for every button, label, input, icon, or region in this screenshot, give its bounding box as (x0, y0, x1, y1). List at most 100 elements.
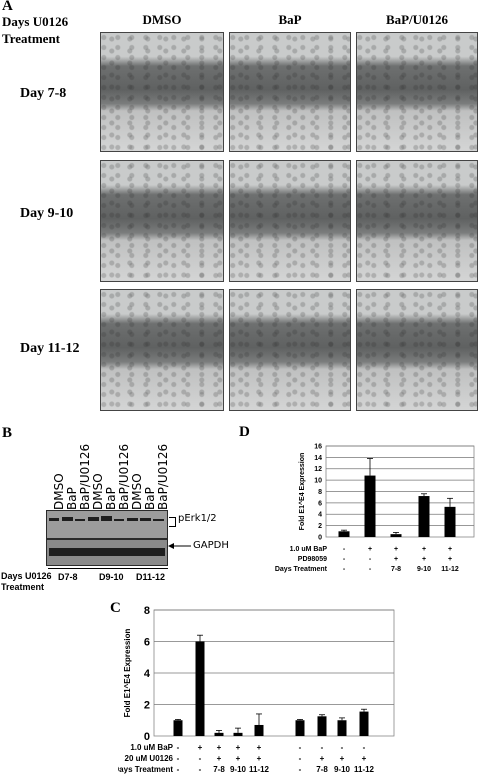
y-tick-label: 12 (314, 466, 322, 473)
treatment-cell: - (299, 765, 302, 774)
bar (317, 716, 327, 736)
treatment-cell: - (369, 566, 372, 573)
perk-bracket (169, 517, 176, 527)
panel-c-letter: C (110, 600, 121, 616)
bar (390, 534, 402, 537)
perk-band (153, 519, 164, 521)
y-axis-label: Fold E1^E4 Expression (123, 629, 132, 718)
treatment-cell: + (394, 546, 398, 553)
y-tick-label: 0 (144, 731, 150, 743)
treatment-cell: - (343, 546, 346, 553)
y-tick-label: 10 (314, 478, 322, 485)
y-tick-label: 6 (144, 636, 150, 648)
micrograph-dmso-day-11-12 (100, 289, 224, 411)
treatment-cell: 11-12 (249, 765, 270, 774)
row-label-day-7-8: Day 7-8 (20, 86, 67, 101)
panel-d-letter: D (239, 424, 250, 440)
treatment-cell: + (257, 743, 262, 752)
treatment-cell: 7-8 (213, 765, 225, 774)
treatment-cell: - (343, 566, 346, 573)
treatment-cell: 11-12 (354, 765, 375, 774)
treatment-cell: + (236, 743, 241, 752)
lane-label: BaP/U0126 (117, 443, 131, 510)
bar (195, 641, 205, 736)
panel-a-corner-label-2: Treatment (2, 31, 60, 46)
micrograph-bap-u0126-day-9-10 (356, 160, 478, 282)
treatment-cell: + (448, 546, 452, 553)
y-tick-label: 2 (144, 699, 150, 711)
treatment-cell: + (422, 556, 426, 563)
y-tick-label: 8 (318, 489, 322, 496)
treatment-cell: + (257, 754, 262, 763)
treatment-row-label: 20 uM U0126 (125, 754, 174, 763)
lane-label: BaP (65, 487, 79, 510)
treatment-cell: + (236, 754, 241, 763)
treatment-cell: 9-10 (334, 765, 351, 774)
band-label-perk: pErk1/2 (178, 513, 217, 524)
perk-band (140, 518, 151, 521)
band-label-gapdh: GAPDH (193, 540, 229, 551)
y-tick-label: 4 (144, 668, 151, 680)
blot-days-label-1: Days U0126 (1, 571, 52, 581)
lane-label: BaP (104, 487, 118, 510)
perk-band (127, 518, 138, 521)
micrograph-bap-day-9-10 (229, 160, 351, 282)
lane-label: DMSO (52, 473, 66, 510)
treatment-cell: 11-12 (441, 566, 459, 573)
y-tick-label: 16 (314, 443, 322, 450)
lane-label: BaP/U0126 (78, 443, 92, 510)
micrograph-dmso-day-9-10 (100, 160, 224, 282)
bar (233, 732, 243, 736)
row-label-day-11-12: Day 11-12 (20, 341, 80, 356)
bar (359, 711, 369, 736)
treatment-cell: - (177, 765, 180, 774)
treatment-cell: - (369, 556, 372, 563)
micrograph-bap-day-11-12 (229, 289, 351, 411)
bar (254, 724, 264, 736)
treatment-cell: + (448, 556, 452, 563)
bar (364, 475, 376, 537)
treatment-cell: 7-8 (391, 566, 401, 573)
gapdh-arrow-icon (168, 543, 191, 549)
lane-label: DMSO (130, 473, 144, 510)
treatment-cell: 9-10 (230, 765, 247, 774)
micrograph-dmso-day-7-8 (100, 32, 224, 152)
perk-band (114, 519, 124, 521)
lane-label: BaP (143, 487, 157, 510)
column-header-bap: BaP (278, 12, 302, 27)
y-tick-label: 14 (314, 455, 322, 462)
blot-group-d11-12: D11-12 (136, 572, 166, 582)
y-tick-label: 0 (318, 534, 322, 541)
treatment-cell: - (299, 743, 302, 752)
micrograph-bap-day-7-8 (229, 32, 351, 152)
treatment-cell: - (363, 743, 366, 752)
perk-band (101, 516, 112, 521)
treatment-cell: + (217, 754, 222, 763)
treatment-row-label: 1.0 uM BaP (130, 743, 173, 752)
bar (337, 720, 347, 736)
treatment-cell: + (217, 743, 222, 752)
panel-b-letter: B (2, 425, 13, 441)
treatment-cell: + (320, 754, 325, 763)
treatment-cell: + (362, 754, 367, 763)
blot-group-d9-10: D9-10 (99, 572, 124, 582)
treatment-cell: - (299, 754, 302, 763)
bar (295, 720, 305, 736)
bar (444, 506, 456, 537)
treatment-cell: - (199, 765, 202, 774)
blot-perk-strip (47, 511, 167, 538)
micrograph-bap-u0126-day-11-12 (356, 289, 478, 411)
panel-a-corner-label-1: Days U0126 (2, 14, 69, 29)
perk-band (62, 517, 73, 521)
treatment-cell: 7-8 (316, 765, 328, 774)
treatment-cell: + (368, 546, 372, 553)
blot-group-d7-8: D7-8 (58, 572, 78, 582)
treatment-cell: - (177, 743, 180, 752)
bar (418, 496, 430, 537)
treatment-row-label: Days Treatment (118, 765, 173, 774)
treatment-cell: - (177, 754, 180, 763)
treatment-row-label: PD98059 (298, 556, 327, 563)
lane-label: BaP/U0126 (156, 443, 170, 510)
treatment-cell: + (422, 546, 426, 553)
